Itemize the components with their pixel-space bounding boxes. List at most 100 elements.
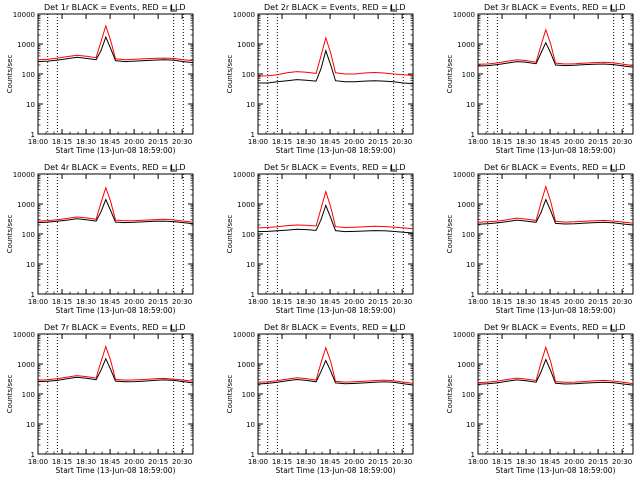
x-tick-label: 18:15 xyxy=(492,298,512,306)
y-axis-title: Counts/sec xyxy=(6,55,14,94)
x-tick-label: 18:45 xyxy=(100,298,120,306)
y-tick-label: 10000 xyxy=(233,171,255,179)
y-tick-label: 10 xyxy=(246,101,255,109)
y-tick-label: 10000 xyxy=(453,331,475,339)
legend-marker-icon xyxy=(170,5,177,12)
x-tick-label: 18:00 xyxy=(248,298,268,306)
plot-frame xyxy=(477,13,634,135)
y-tick-label: 10 xyxy=(26,421,35,429)
detector-panel-4: Det 4r BLACK = Events, RED = LLD 1 10 100 10… xyxy=(6,163,194,315)
series-line-lld xyxy=(37,345,194,382)
y-tick-label: 1000 xyxy=(237,361,255,369)
x-tick-label: 18:45 xyxy=(320,458,340,466)
x-tick-label: 18:30 xyxy=(296,138,316,146)
y-tick-label: 10000 xyxy=(13,171,35,179)
x-tick-label: 18:00 xyxy=(28,458,48,466)
y-axis-title: Counts/sec xyxy=(226,215,234,254)
plot-frame xyxy=(37,333,194,455)
x-axis-title: Start Time (13-Jun-08 18:59:00) xyxy=(56,466,176,475)
x-tick-label: 20:15 xyxy=(588,458,608,466)
x-tick-label: 18:15 xyxy=(272,298,292,306)
series-line-events xyxy=(37,35,194,64)
legend-marker-icon xyxy=(610,165,617,172)
x-tick-label: 18:15 xyxy=(52,138,72,146)
series-line-events xyxy=(477,198,634,226)
x-tick-label: 20:30 xyxy=(392,138,412,146)
x-tick-label: 18:30 xyxy=(296,298,316,306)
x-tick-label: 18:00 xyxy=(468,138,488,146)
legend-marker-icon xyxy=(170,165,177,172)
y-axis-title: Counts/sec xyxy=(446,375,454,414)
y-tick-label: 1 xyxy=(471,291,475,299)
x-tick-label: 20:00 xyxy=(564,138,584,146)
x-tick-label: 20:30 xyxy=(612,458,632,466)
x-axis-title: Start Time (13-Jun-08 18:59:00) xyxy=(276,466,396,475)
x-tick-label: 20:30 xyxy=(172,458,192,466)
x-tick-label: 18:30 xyxy=(516,138,536,146)
y-tick-label: 100 xyxy=(462,231,475,239)
x-axis-title: Start Time (13-Jun-08 18:59:00) xyxy=(276,146,396,155)
x-tick-label: 20:15 xyxy=(368,298,388,306)
legend-marker-icon xyxy=(610,325,617,332)
y-axis-title: Counts/sec xyxy=(226,375,234,414)
y-tick-label: 1000 xyxy=(237,201,255,209)
x-tick-label: 20:00 xyxy=(564,458,584,466)
panel-title: Det 8r BLACK = Events, RED = LLD xyxy=(264,323,406,332)
detector-panel-3: Det 3r BLACK = Events, RED = LLD 1 10 100 10… xyxy=(446,3,634,155)
detector-panel-8: Det 8r BLACK = Events, RED = LLD 1 10 100 10… xyxy=(226,323,414,475)
x-tick-label: 18:15 xyxy=(492,138,512,146)
y-tick-label: 10 xyxy=(466,261,475,269)
y-tick-label: 10000 xyxy=(13,331,35,339)
x-axis-title: Start Time (13-Jun-08 18:59:00) xyxy=(496,466,616,475)
x-axis-title: Start Time (13-Jun-08 18:59:00) xyxy=(276,306,396,315)
y-tick-label: 10000 xyxy=(13,11,35,19)
y-tick-label: 1 xyxy=(471,451,475,459)
y-tick-label: 1000 xyxy=(457,361,475,369)
detector-panel-5: Det 5r BLACK = Events, RED = LLD 1 10 100 10… xyxy=(226,163,414,315)
y-tick-label: 100 xyxy=(462,71,475,79)
y-axis-title: Counts/sec xyxy=(6,375,14,414)
y-tick-label: 100 xyxy=(462,391,475,399)
x-tick-label: 18:45 xyxy=(540,138,560,146)
x-tick-label: 20:30 xyxy=(172,138,192,146)
plot-frame xyxy=(37,173,194,295)
x-tick-label: 20:00 xyxy=(124,138,144,146)
x-tick-label: 18:00 xyxy=(28,298,48,306)
series-line-events xyxy=(258,48,414,85)
series-line-lld xyxy=(477,28,634,67)
y-tick-label: 1000 xyxy=(237,41,255,49)
y-tick-label: 1 xyxy=(471,131,475,139)
x-tick-label: 20:00 xyxy=(124,298,144,306)
plot-frame xyxy=(37,13,194,135)
x-tick-label: 20:15 xyxy=(588,298,608,306)
x-tick-label: 18:30 xyxy=(296,458,316,466)
y-tick-label: 1 xyxy=(31,451,35,459)
plot-frame xyxy=(257,333,414,455)
detector-panel-9: Det 9r BLACK = Events, RED = LLD 1 10 100 10… xyxy=(446,323,634,475)
y-tick-label: 1 xyxy=(251,131,255,139)
y-tick-label: 100 xyxy=(242,231,255,239)
x-tick-label: 20:00 xyxy=(564,298,584,306)
x-tick-label: 20:15 xyxy=(148,138,168,146)
x-tick-label: 20:30 xyxy=(612,298,632,306)
y-tick-label: 10 xyxy=(466,101,475,109)
plot-frame xyxy=(477,173,634,295)
x-tick-label: 20:00 xyxy=(344,298,364,306)
y-axis-title: Counts/sec xyxy=(6,215,14,254)
series-line-lld xyxy=(37,24,194,62)
detector-panel-1: Det 1r BLACK = Events, RED = LLD 1 10 100 10… xyxy=(6,3,194,155)
panel-title: Det 3r BLACK = Events, RED = LLD xyxy=(484,3,626,12)
x-tick-label: 18:15 xyxy=(492,458,512,466)
panel-title: Det 2r BLACK = Events, RED = LLD xyxy=(264,3,406,12)
y-tick-label: 10000 xyxy=(453,171,475,179)
x-tick-label: 18:30 xyxy=(76,298,96,306)
plot-frame xyxy=(477,333,634,455)
x-tick-label: 18:00 xyxy=(468,458,488,466)
y-axis-title: Counts/sec xyxy=(446,55,454,94)
y-tick-label: 100 xyxy=(22,231,35,239)
y-tick-label: 1 xyxy=(251,291,255,299)
x-tick-label: 20:30 xyxy=(172,298,192,306)
x-tick-label: 18:45 xyxy=(540,298,560,306)
y-axis-title: Counts/sec xyxy=(446,215,454,254)
